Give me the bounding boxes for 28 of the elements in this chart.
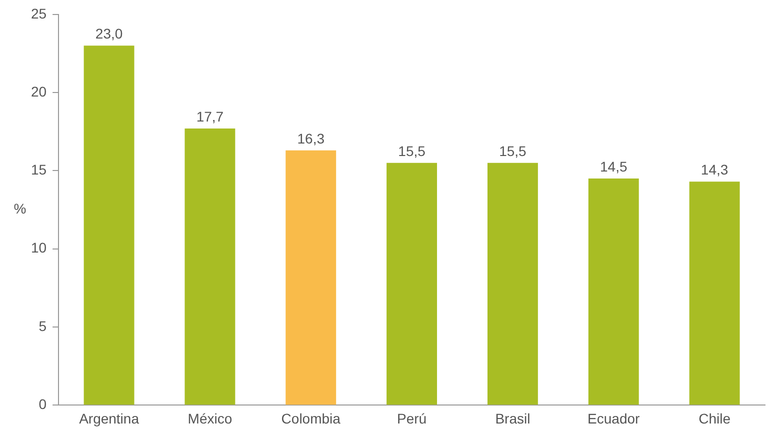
y-tick-label: 10 bbox=[30, 240, 47, 256]
x-tick-label: Perú bbox=[396, 410, 427, 426]
x-tick-label: Colombia bbox=[281, 410, 341, 426]
data-label: 16,3 bbox=[297, 130, 325, 146]
bar bbox=[84, 46, 134, 405]
x-tick-label: Argentina bbox=[79, 410, 140, 426]
x-tick-label: México bbox=[188, 410, 232, 426]
data-label: 17,7 bbox=[196, 108, 224, 124]
y-tick-label: 20 bbox=[30, 83, 47, 100]
x-tick-label: Chile bbox=[698, 410, 731, 426]
data-label: 14,5 bbox=[600, 158, 628, 174]
bar bbox=[386, 162, 438, 405]
data-label: 15,5 bbox=[499, 142, 527, 159]
y-tick-label: 25 bbox=[30, 5, 47, 22]
bar bbox=[689, 182, 740, 405]
bar bbox=[588, 178, 639, 405]
x-tick-label: Ecuador bbox=[588, 410, 640, 426]
x-tick-label: Brasil bbox=[495, 410, 530, 426]
bar bbox=[184, 128, 236, 405]
bar bbox=[487, 162, 538, 405]
y-tick-label: 5 bbox=[38, 318, 47, 334]
bar bbox=[286, 150, 336, 405]
data-label: 23,0 bbox=[95, 26, 123, 42]
data-label: 14,3 bbox=[700, 162, 728, 178]
y-axis-title: % bbox=[14, 200, 26, 217]
y-tick-label: 15 bbox=[30, 162, 47, 178]
data-label: 15,5 bbox=[398, 142, 426, 159]
y-tick-label: 0 bbox=[38, 396, 47, 412]
